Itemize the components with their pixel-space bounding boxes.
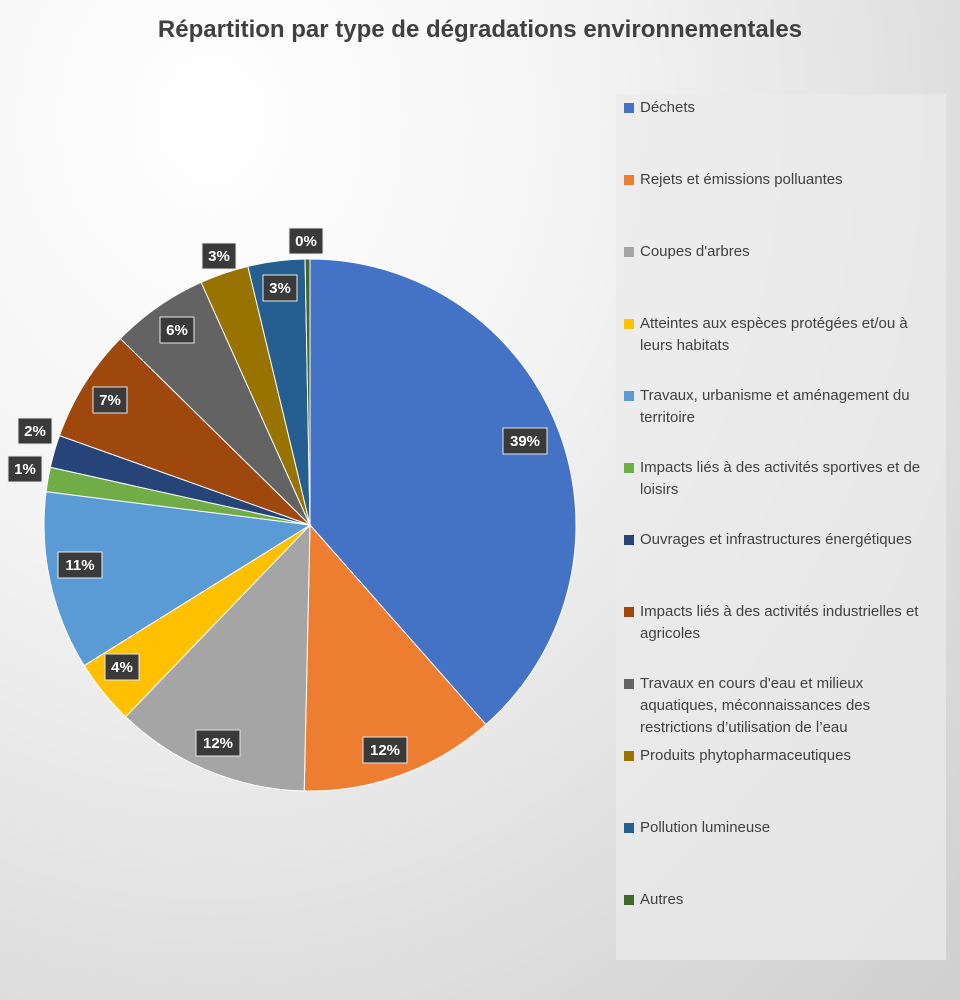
data-label: 7% [92,386,128,414]
data-label-text: 39% [510,433,540,450]
data-label-text: 4% [111,659,133,676]
data-label-text: 1% [14,461,36,478]
data-label-text: 2% [24,423,46,440]
data-label-box [262,274,298,302]
pie-chart: 39% 12% 12% 4% 11% 1% 2% 7% 6% 3% 3% 0% [7,227,577,792]
legend-swatch [624,175,634,185]
pie-slices [43,258,577,792]
pie-slice [304,258,311,526]
data-label: 0% [288,227,324,255]
data-label-box [201,242,237,270]
legend-label: Ouvrages et infrastructures énergétiques [640,531,912,548]
legend-swatch [624,823,634,833]
data-label: 3% [262,274,298,302]
legend-item: Pollution lumineuse [624,817,940,839]
legend-item: Autres [624,889,940,911]
data-label-text: 12% [203,735,233,752]
legend-item: Déchets [624,97,940,119]
legend-swatch [624,895,634,905]
legend-label: Coupes d'arbres [640,243,750,260]
data-label-text: 7% [99,392,121,409]
pie-slice [58,337,311,526]
legend-label: Produits phytopharmaceutiques [640,747,851,764]
legend-swatch [624,535,634,545]
data-label: 2% [17,417,53,445]
legend-item: Produits phytopharmaceutiques [624,745,940,767]
pie-slice [303,523,487,792]
legend-swatch [624,463,634,473]
legend-label: Pollution lumineuse [640,819,771,836]
legend-item: Impacts liés à des activités industriell… [624,601,940,645]
data-label-box [57,551,103,579]
legend-item: Travaux en cours d'eau et milieux aquati… [624,673,940,739]
data-label: 11% [57,551,103,579]
data-label: 39% [502,427,548,455]
data-label-text: 3% [269,280,291,297]
data-label: 12% [195,729,241,757]
legend-label: Déchets [640,99,696,116]
legend-item: Coupes d'arbres [624,241,940,263]
legend-label: Atteintes aux espèces protégées et/ou à … [640,315,908,354]
data-label-text: 12% [370,742,400,759]
data-label-box [288,227,324,255]
data-label: 12% [362,736,408,764]
legend-item: Ouvrages et infrastructures énergétiques [624,529,940,551]
data-label: 3% [201,242,237,270]
chart-title: Répartition par type de dégradations env… [157,16,803,43]
pie-slice [124,523,311,792]
legend-label: Rejets et émissions polluantes [640,171,843,188]
legend-label: Travaux, urbanisme et aménagement du ter… [640,387,910,426]
data-label: 4% [104,653,140,681]
pie-slice [309,258,577,726]
legend-item: Atteintes aux espèces protégées et/ou à … [624,313,940,357]
legend-label: Impacts liés à des activités industriell… [640,603,919,642]
data-label-box [17,417,53,445]
legend-swatch [624,607,634,617]
legend-swatch [624,319,634,329]
legend-label: Impacts liés à des activités sportives e… [640,459,921,498]
legend-item: Travaux, urbanisme et aménagement du ter… [624,385,940,429]
pie-slice [43,491,312,667]
legend: Déchets Rejets et émissions polluantes Cou… [616,94,946,960]
data-label-box [362,736,408,764]
data-label-box [502,427,548,455]
data-labels: 39% 12% 12% 4% 11% 1% 2% 7% 6% 3% 3% 0% [7,227,548,764]
data-label-box [7,455,43,483]
data-label-text: 3% [208,248,230,265]
legend-swatch [624,679,634,689]
data-label-box [104,653,140,681]
data-label-box [92,386,128,414]
legend-label: Travaux en cours d'eau et milieux aquati… [640,675,871,736]
data-label-text: 0% [295,233,317,250]
legend-item: Rejets et émissions polluantes [624,169,940,191]
data-label-text: 6% [166,322,188,339]
data-label-box [159,316,195,344]
legend-swatch [624,247,634,257]
legend-item: Impacts liés à des activités sportives e… [624,457,940,501]
legend-swatch [624,103,634,113]
data-label: 1% [7,455,43,483]
data-label-text: 11% [65,557,94,574]
legend-swatch [624,391,634,401]
data-label-box [195,729,241,757]
legend-swatch [624,751,634,761]
data-label: 6% [159,316,195,344]
legend-label: Autres [640,891,684,908]
